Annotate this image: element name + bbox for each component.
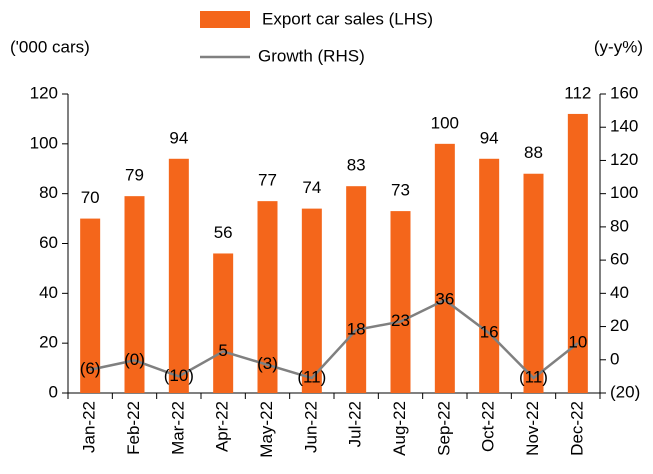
y2-tick-label: 0 [610, 349, 619, 368]
x-tick-label: Dec-22 [567, 401, 586, 456]
x-tick-label: Mar-22 [168, 401, 187, 455]
line-value-label: 23 [391, 311, 410, 330]
line-value-label: (3) [257, 354, 278, 373]
bar-value-label: 79 [125, 166, 144, 185]
y-tick-label: 20 [39, 333, 58, 352]
y-tick-label: 0 [49, 382, 58, 401]
y-tick-label: 120 [30, 83, 58, 102]
x-tick-label: May-22 [257, 401, 276, 458]
x-tick-label: Feb-22 [124, 401, 143, 455]
x-tick-label: Sep-22 [434, 401, 453, 456]
bar [434, 143, 455, 393]
y2-tick-label: 120 [610, 150, 638, 169]
bar [168, 158, 189, 393]
y2-tick-label: 100 [610, 183, 638, 202]
bar-value-label: 83 [347, 156, 366, 175]
bar-value-label: 94 [480, 128, 499, 147]
legend-label: Growth (RHS) [258, 46, 365, 65]
y-tick-label: 80 [39, 183, 58, 202]
y2-tick-label: 80 [610, 216, 629, 235]
bar [390, 211, 411, 393]
y-axis-label: ('000 cars) [10, 37, 90, 56]
bar-value-label: 100 [431, 113, 459, 132]
y-tick-label: 60 [39, 233, 58, 252]
y2-tick-label: 20 [610, 316, 629, 335]
legend-label: Export car sales (LHS) [262, 9, 433, 28]
line-value-label: 18 [347, 319, 366, 338]
bar [257, 201, 278, 393]
y-tick-label: 100 [30, 133, 58, 152]
bar-value-label: 88 [524, 143, 543, 162]
x-tick-label: Nov-22 [523, 401, 542, 456]
x-tick-label: Aug-22 [390, 401, 409, 456]
bar-value-label: 77 [258, 171, 277, 190]
line-value-label: 10 [568, 333, 587, 352]
bar-value-label: 56 [214, 223, 233, 242]
y2-tick-label: 60 [610, 250, 629, 269]
x-tick-label: Jun-22 [301, 401, 320, 453]
growth-line [89, 298, 579, 380]
x-tick-label: Oct-22 [479, 401, 498, 452]
bar [124, 196, 145, 393]
x-tick-label: Jan-22 [80, 401, 99, 453]
bar-value-label: 70 [81, 188, 100, 207]
line-value-label: 16 [480, 323, 499, 342]
bar-value-label: 73 [391, 181, 410, 200]
bar [567, 113, 588, 393]
line-value-label: 36 [435, 289, 454, 308]
bar [301, 208, 322, 393]
bar [523, 173, 544, 393]
line-value-label: (6) [80, 359, 101, 378]
bar [80, 218, 101, 393]
bar [479, 158, 500, 393]
line-value-label: (11) [519, 368, 548, 387]
y2-tick-label: 40 [610, 283, 629, 302]
line-value-label: (10) [164, 366, 194, 385]
y2-tick-label: 140 [610, 117, 638, 136]
line-value-label: 5 [218, 341, 227, 360]
line-value-label: (0) [124, 350, 145, 369]
y2-tick-label: (20) [610, 382, 640, 401]
x-tick-label: Apr-22 [213, 401, 232, 452]
bar-value-label: 112 [564, 83, 591, 102]
line-value-label: (11) [297, 368, 326, 387]
x-tick-label: Jul-22 [346, 401, 365, 447]
y-tick-label: 40 [39, 283, 58, 302]
y2-axis-label: (y-y%) [594, 37, 643, 56]
bar [346, 186, 367, 393]
legend-swatch-bar [200, 11, 250, 28]
y2-tick-label: 160 [610, 83, 638, 102]
bar-value-label: 74 [302, 178, 321, 197]
bar-value-label: 94 [169, 128, 188, 147]
bar [213, 253, 234, 393]
